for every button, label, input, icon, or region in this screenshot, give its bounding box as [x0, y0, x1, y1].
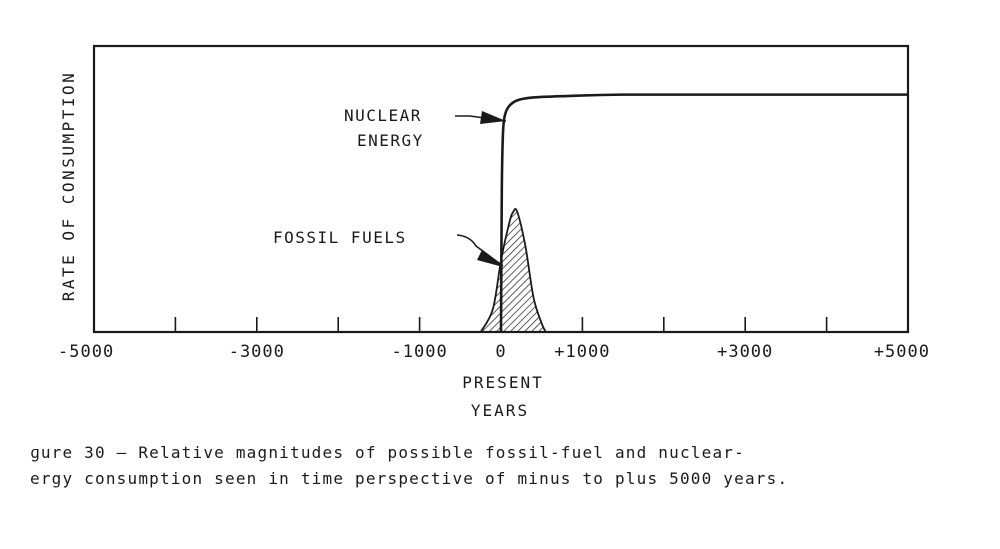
fossil-annotation-arrow — [456, 234, 504, 267]
x-axis-ticks — [93, 317, 909, 332]
nuclear-annotation-line1: NUCLEAR — [344, 106, 422, 125]
figure-caption-line1: ɡure 30 – Relative magnitudes of possibl… — [30, 443, 745, 462]
x-axis-tick-labels: -5000 -3000 -1000 0 +1000 +3000 +5000 — [58, 342, 930, 362]
nuclear-arrowhead — [480, 111, 506, 124]
x-tick-label: +3000 — [717, 342, 773, 362]
x-tick-label: -3000 — [229, 342, 285, 362]
y-axis-label: RATE OF CONSUMPTION — [59, 71, 78, 302]
x-tick-label: +1000 — [554, 342, 610, 362]
x-tick-label: +5000 — [874, 342, 930, 362]
x-tick-label: -1000 — [392, 342, 448, 362]
figure-caption-line2: ergy consumption seen in time perspectiv… — [30, 469, 788, 488]
x-axis-label-line1: PRESENT — [462, 373, 543, 392]
nuclear-energy-line — [499, 93, 908, 333]
fossil-arrowhead — [477, 250, 503, 267]
nuclear-annotation-line2: ENERGY — [357, 131, 424, 150]
x-tick-label: -5000 — [58, 342, 114, 362]
fossil-fuels-area — [479, 207, 548, 333]
fossil-annotation: FOSSIL FUELS — [273, 228, 407, 247]
x-tick-label: 0 — [495, 342, 506, 362]
x-axis-label-line2: YEARS — [471, 401, 529, 420]
